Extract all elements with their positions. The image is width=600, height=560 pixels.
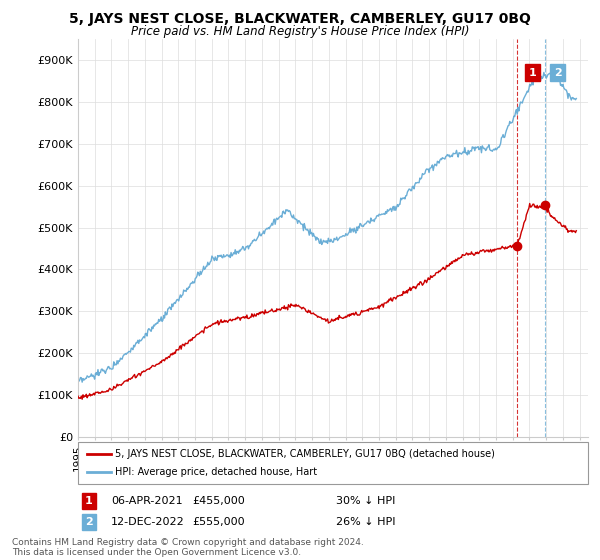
Text: Contains HM Land Registry data © Crown copyright and database right 2024.
This d: Contains HM Land Registry data © Crown c… — [12, 538, 364, 557]
Text: 5, JAYS NEST CLOSE, BLACKWATER, CAMBERLEY, GU17 0BQ (detached house): 5, JAYS NEST CLOSE, BLACKWATER, CAMBERLE… — [115, 449, 495, 459]
Text: 30% ↓ HPI: 30% ↓ HPI — [336, 496, 395, 506]
Text: 2: 2 — [554, 68, 562, 78]
Text: £555,000: £555,000 — [192, 517, 245, 527]
Text: 26% ↓ HPI: 26% ↓ HPI — [336, 517, 395, 527]
Text: HPI: Average price, detached house, Hart: HPI: Average price, detached house, Hart — [115, 467, 317, 477]
Text: Price paid vs. HM Land Registry's House Price Index (HPI): Price paid vs. HM Land Registry's House … — [131, 25, 469, 38]
Text: £455,000: £455,000 — [192, 496, 245, 506]
Text: 5, JAYS NEST CLOSE, BLACKWATER, CAMBERLEY, GU17 0BQ: 5, JAYS NEST CLOSE, BLACKWATER, CAMBERLE… — [69, 12, 531, 26]
Text: 1: 1 — [529, 68, 536, 78]
Text: 1: 1 — [85, 496, 92, 506]
Text: 06-APR-2021: 06-APR-2021 — [111, 496, 182, 506]
Text: 2: 2 — [85, 517, 92, 527]
Text: 12-DEC-2022: 12-DEC-2022 — [111, 517, 185, 527]
